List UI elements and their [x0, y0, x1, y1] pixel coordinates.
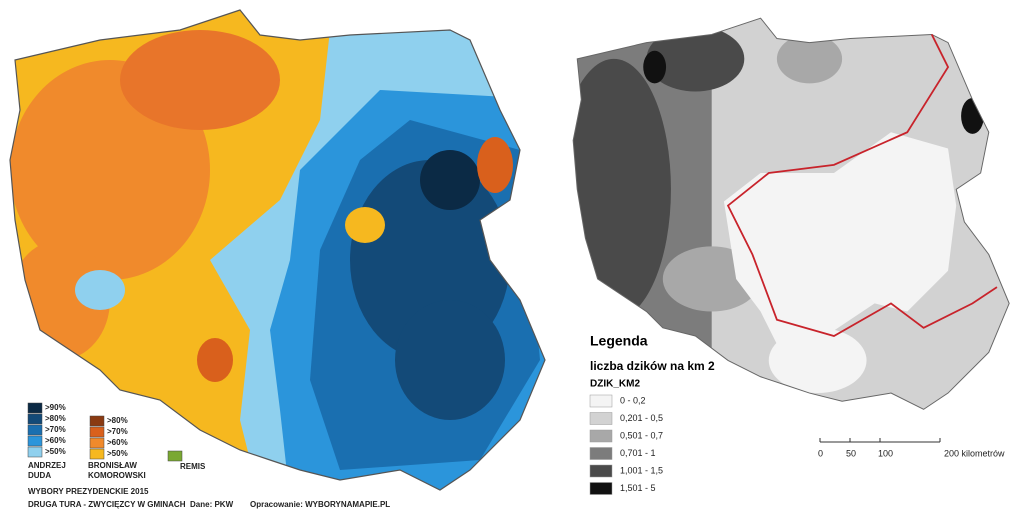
scale-label: 50	[846, 448, 856, 458]
legend-label: >60%	[107, 438, 128, 447]
legend-label: 0 - 0,2	[620, 395, 646, 405]
legend-label: >70%	[107, 427, 128, 436]
candidate-name: BRONISŁAW	[88, 461, 137, 470]
legend-label: 0,501 - 0,7	[620, 430, 663, 440]
legend-swatch	[589, 482, 613, 495]
election-map	[10, 10, 545, 490]
legend-label: 0,701 - 1	[620, 448, 656, 458]
boar-legend: 0 - 0,2 0,201 - 0,5 0,501 - 0,7 0,701 - 1 1,…	[589, 394, 663, 495]
election-legend: >90% >80% >70% >60% >50% >80% >70% >60% >50% ANDR…	[27, 402, 206, 480]
legend-swatch	[27, 435, 43, 447]
legend-swatch	[89, 437, 105, 449]
legend-swatch	[27, 413, 43, 425]
candidate-name: KOMOROWSKI	[88, 471, 146, 480]
scale-label: 100	[878, 448, 893, 458]
scale-labels: 0 50 100 200 kilometrów	[818, 448, 1005, 458]
legend-swatch	[89, 426, 105, 438]
legend-swatch	[589, 464, 613, 478]
legend-swatch	[167, 450, 183, 462]
scale-bar	[819, 438, 941, 443]
legend-swatch	[589, 394, 613, 408]
legend-swatch	[27, 402, 43, 414]
legend-label: 1,001 - 1,5	[620, 465, 663, 475]
legend-swatch	[589, 412, 613, 425]
legend-label: >70%	[45, 425, 66, 434]
scale-label: 200 kilometrów	[944, 448, 1005, 458]
candidate-name: DUDA	[28, 471, 51, 480]
legend-label: >90%	[45, 403, 66, 412]
legend-label: >80%	[107, 416, 128, 425]
legend-label: REMIS	[180, 462, 206, 471]
legend-field: DZIK_KM2	[590, 379, 640, 390]
scale-label: 0	[818, 448, 823, 458]
legend-label: >60%	[45, 436, 66, 445]
candidate-name: ANDRZEJ	[28, 461, 66, 470]
legend-swatch	[89, 448, 105, 460]
legend-label: >50%	[45, 447, 66, 456]
map-subtitle: DRUGA TURA - ZWYCIĘZCY W GMINACH	[28, 500, 186, 509]
source: Dane: PKW	[190, 500, 234, 509]
legend-label: 1,501 - 5	[620, 483, 656, 493]
legend-label: >80%	[45, 414, 66, 423]
legend-swatch	[589, 447, 613, 460]
boar-map	[572, 17, 1010, 410]
legend-title: Legenda	[590, 333, 648, 349]
legend-label: 0,201 - 0,5	[620, 413, 663, 423]
legend-swatch	[89, 415, 105, 427]
legend-swatch	[589, 429, 613, 443]
legend-label: >50%	[107, 449, 128, 458]
legend-swatch	[27, 446, 43, 458]
legend-subtitle: liczba dzików na km 2	[590, 359, 715, 373]
map-title: WYBORY PREZYDENCKIE 2015	[28, 487, 149, 496]
author: Opracowanie: WYBORYNAMAPIE.PL	[250, 500, 390, 509]
legend-swatch	[27, 424, 43, 436]
